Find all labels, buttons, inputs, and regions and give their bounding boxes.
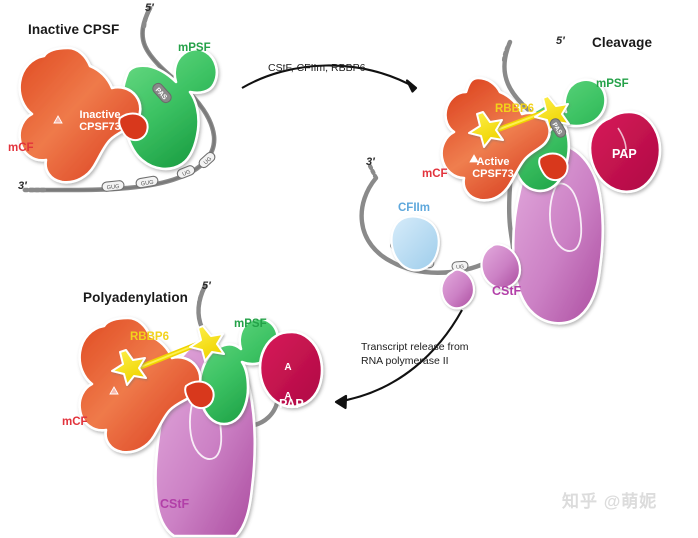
three-prime-label-1: 3′	[18, 180, 27, 192]
panel-polyadenylation	[78, 283, 324, 538]
svg-text:GUG: GUG	[107, 184, 120, 191]
nuclease-lobe-3	[184, 380, 215, 410]
three-prime-label-2: 3′	[366, 156, 375, 168]
panel-title-inactive-cpsf: Inactive CPSF	[28, 22, 120, 37]
five-prime-label-2: 5′	[556, 35, 565, 47]
five-prime-label-3: 5′	[202, 280, 211, 292]
label-active-cpsf73-line1: Active	[476, 156, 510, 168]
label-inactive-cpsf73-line2: CPSF73	[79, 121, 121, 133]
protein-mpsf-1	[120, 47, 219, 171]
protein-pap-2	[588, 110, 662, 194]
panel-inactive-cpsf: GUG GUG UG UG	[18, 5, 219, 193]
panel-title-polyadenylation: Polyadenylation	[83, 290, 189, 305]
protein-mpsf-3	[198, 317, 280, 426]
rna-motif-beads-1: GUG GUG UG UG	[101, 151, 216, 192]
arrow-top	[241, 64, 418, 93]
label-cstf-2: CStF	[492, 284, 522, 298]
protein-cfiim	[390, 215, 440, 272]
svg-text:GUG: GUG	[140, 180, 154, 188]
svg-text:UG: UG	[182, 169, 192, 178]
polya-letter-1: A	[284, 390, 292, 402]
arrow-bottom	[334, 309, 463, 410]
label-mpsf-3: mPSF	[234, 318, 267, 330]
protein-cstf-lobe-b	[440, 268, 476, 310]
active-site-marker-3	[109, 386, 119, 395]
label-mpsf-1: mPSF	[178, 42, 211, 54]
nuclease-lobe-2	[538, 152, 569, 182]
label-mcf-1: mCF	[8, 142, 34, 154]
label-mcf-3: mCF	[62, 416, 88, 428]
label-rbbp6-2: RBBP6	[495, 103, 534, 115]
protein-mcf-1	[18, 46, 142, 184]
arrow-bottom-label-line2: RNA polymerase II	[361, 355, 449, 367]
label-cstf-3: CStF	[160, 497, 190, 511]
active-site-marker-1	[53, 115, 63, 124]
polya-letter-2: A	[284, 420, 292, 432]
protein-rbbp6-3	[111, 325, 225, 386]
label-pap-3: PAP	[279, 397, 304, 411]
panel-cleavage: GUG GUG UG UG	[359, 39, 662, 325]
label-mpsf-2: mPSF	[596, 78, 629, 90]
svg-text:UG: UG	[456, 264, 464, 271]
protein-cstf-lobe-a	[480, 243, 522, 290]
polya-tail-label: A A A A	[283, 343, 293, 480]
label-active-cpsf73-line2: CPSF73	[472, 168, 514, 180]
arrow-bottom-label-line1: Transcript release from	[361, 341, 469, 353]
nuclease-lobe-1	[118, 112, 149, 142]
label-cfiim-2: CFIIm	[398, 202, 430, 214]
active-site-marker-2	[469, 154, 479, 163]
protein-pap-3	[258, 330, 324, 409]
label-mcf-2: mCF	[422, 168, 448, 180]
five-prime-label-1: 5′	[145, 2, 154, 14]
svg-text:UG: UG	[203, 156, 213, 166]
polya-letter-3: A	[284, 449, 292, 461]
label-pap-2: PAP	[612, 147, 637, 161]
arrow-top-label: CStF, CFIIm, RBBP6	[268, 62, 366, 74]
watermark: 知乎 @萌妮	[562, 492, 658, 511]
label-inactive-cpsf73-line1: Inactive	[79, 109, 121, 121]
polya-letter-0: A	[284, 361, 292, 373]
panel-title-cleavage: Cleavage	[592, 35, 653, 50]
protein-mcf-3	[78, 316, 202, 454]
rna-strand-1	[19, 5, 217, 193]
label-rbbp6-3: RBBP6	[130, 331, 169, 343]
